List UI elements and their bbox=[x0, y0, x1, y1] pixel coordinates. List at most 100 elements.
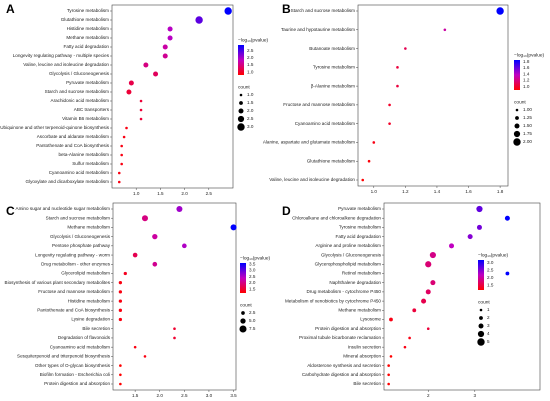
bubble bbox=[123, 271, 127, 276]
y-tick-label: Methane metabolism bbox=[66, 35, 109, 40]
y-tick-label: Ascorbate and aldarate metabolism bbox=[37, 134, 109, 139]
bubble bbox=[504, 215, 510, 221]
panel-letter: B bbox=[282, 2, 291, 16]
color-bar bbox=[240, 263, 246, 293]
color-tick-label: 2.5 bbox=[247, 48, 254, 53]
size-key-label: 1.00 bbox=[523, 107, 532, 112]
y-tick-label: Arginine and proline metabolism bbox=[315, 243, 381, 248]
size-key-label: 2.5 bbox=[249, 310, 256, 315]
y-tick-label: Naphthalene degradation bbox=[329, 280, 381, 285]
bubble bbox=[387, 373, 390, 377]
bubble bbox=[421, 298, 427, 304]
size-legend-title: count bbox=[514, 99, 526, 105]
size-key bbox=[477, 338, 485, 346]
bubble bbox=[120, 153, 123, 157]
color-tick-label: 3.0 bbox=[487, 260, 494, 265]
y-tick-label: Sesquiterpenoid and triterpenoid biosynt… bbox=[17, 354, 111, 359]
bubble bbox=[404, 47, 407, 50]
y-tick-label: Alanine, aspartate and glutamate metabol… bbox=[263, 140, 355, 145]
x-tick-label: 1.2 bbox=[402, 189, 409, 194]
bubble bbox=[476, 224, 482, 230]
y-tick-label: Starch and sucrose metabolism bbox=[45, 89, 110, 94]
size-legend-title: count bbox=[238, 84, 250, 90]
y-tick-label: Glycerophospholipid metabolism bbox=[315, 261, 382, 266]
bubble bbox=[230, 224, 237, 231]
size-key bbox=[514, 123, 520, 129]
bubble bbox=[139, 99, 143, 103]
x-tick-label: 1.5 bbox=[132, 393, 139, 398]
bubble bbox=[443, 28, 447, 32]
color-tick-label: 1.5 bbox=[247, 62, 254, 67]
size-key-label: 1.75 bbox=[523, 131, 532, 136]
y-tick-label: Taurine and hypotaurine metabolism bbox=[281, 27, 355, 32]
bubble bbox=[425, 289, 431, 295]
bubble bbox=[120, 144, 123, 148]
bubble bbox=[152, 233, 158, 240]
y-tick-label: Valine, leucine and isoleucine degradati… bbox=[23, 62, 109, 67]
plot-frame bbox=[383, 202, 541, 391]
bubble bbox=[119, 364, 122, 367]
bubble bbox=[389, 355, 393, 358]
y-tick-label: Longevity regulating pathway - worm bbox=[35, 252, 110, 257]
color-tick-label: 2.0 bbox=[487, 275, 494, 280]
size-key-label: 2.5 bbox=[247, 116, 254, 121]
bubble bbox=[122, 135, 126, 139]
size-key bbox=[241, 311, 245, 315]
y-tick-label: Chloroalkane and chloroalkene degradatio… bbox=[292, 215, 381, 220]
size-key-label: 1.0 bbox=[247, 92, 254, 97]
bubble bbox=[139, 108, 143, 112]
y-tick-label: Lysine degradation bbox=[71, 317, 110, 322]
color-tick-label: 3.5 bbox=[249, 261, 256, 266]
y-tick-label: Drug metabolism - other enzymes bbox=[41, 261, 111, 266]
y-tick-label: Glutathione metabolism bbox=[61, 17, 109, 22]
panel-letter: A bbox=[6, 2, 15, 16]
size-key-label: 3 bbox=[487, 323, 490, 328]
y-tick-label: Fatty acid degradation bbox=[336, 234, 382, 239]
x-tick-label: 3.5 bbox=[230, 393, 237, 398]
size-key bbox=[237, 115, 245, 123]
color-tick-label: 1.0 bbox=[247, 69, 254, 74]
bubble bbox=[167, 26, 173, 32]
size-key bbox=[479, 308, 483, 312]
size-legend-title: count bbox=[478, 299, 490, 305]
size-key bbox=[239, 325, 247, 333]
bubble bbox=[403, 345, 407, 349]
y-tick-label: Histidine metabolism bbox=[67, 26, 110, 31]
color-tick-label: 1.8 bbox=[523, 59, 530, 64]
y-tick-label: Bile secretion bbox=[353, 381, 381, 386]
y-tick-label: Protein digestion and absorption bbox=[315, 326, 381, 331]
y-tick-label: Glycolysis / Gluconeogenesis bbox=[49, 71, 110, 76]
y-tick-label: Fructose and mannose metabolism bbox=[38, 289, 110, 294]
y-tick-label: beta-Alanine metabolism bbox=[58, 152, 109, 157]
bubble bbox=[162, 53, 168, 59]
x-tick-label: 2.0 bbox=[181, 191, 188, 196]
bubble bbox=[224, 7, 232, 15]
y-tick-label: Lysosome bbox=[360, 317, 381, 322]
bubble bbox=[126, 89, 132, 95]
x-tick-label: 2.5 bbox=[206, 191, 213, 196]
size-key-label: 1.50 bbox=[523, 123, 532, 128]
bubble bbox=[429, 251, 436, 259]
size-key bbox=[513, 130, 521, 138]
size-key-label: 2.0 bbox=[247, 108, 254, 113]
bubble bbox=[118, 290, 123, 294]
y-tick-label: Tyrosine metabolism bbox=[67, 8, 109, 13]
size-key-label: 1 bbox=[487, 307, 490, 312]
size-key-label: 1.5 bbox=[247, 100, 254, 105]
bubble bbox=[153, 71, 159, 77]
bubble bbox=[176, 205, 183, 213]
size-key bbox=[478, 323, 484, 329]
bubble bbox=[152, 261, 158, 267]
y-tick-label: Aldosterone synthesis and secretion bbox=[307, 363, 381, 368]
x-tick-label: 1.0 bbox=[133, 191, 140, 196]
y-tick-label: Fatty acid degradation bbox=[64, 44, 110, 49]
y-tick-label: Butanoate metabolism bbox=[309, 46, 355, 51]
x-tick-label: 1.8 bbox=[497, 189, 504, 194]
y-tick-label: Pantothenate and CoA biosynthesis bbox=[36, 143, 109, 148]
x-tick-label: 2.0 bbox=[157, 393, 164, 398]
bubble bbox=[173, 327, 176, 331]
y-tick-label: Degradation of flavonoids bbox=[58, 335, 111, 340]
y-tick-label: Glycerolipid metabolism bbox=[61, 271, 110, 276]
y-tick-label: Pyruvate metabolism bbox=[66, 80, 109, 85]
